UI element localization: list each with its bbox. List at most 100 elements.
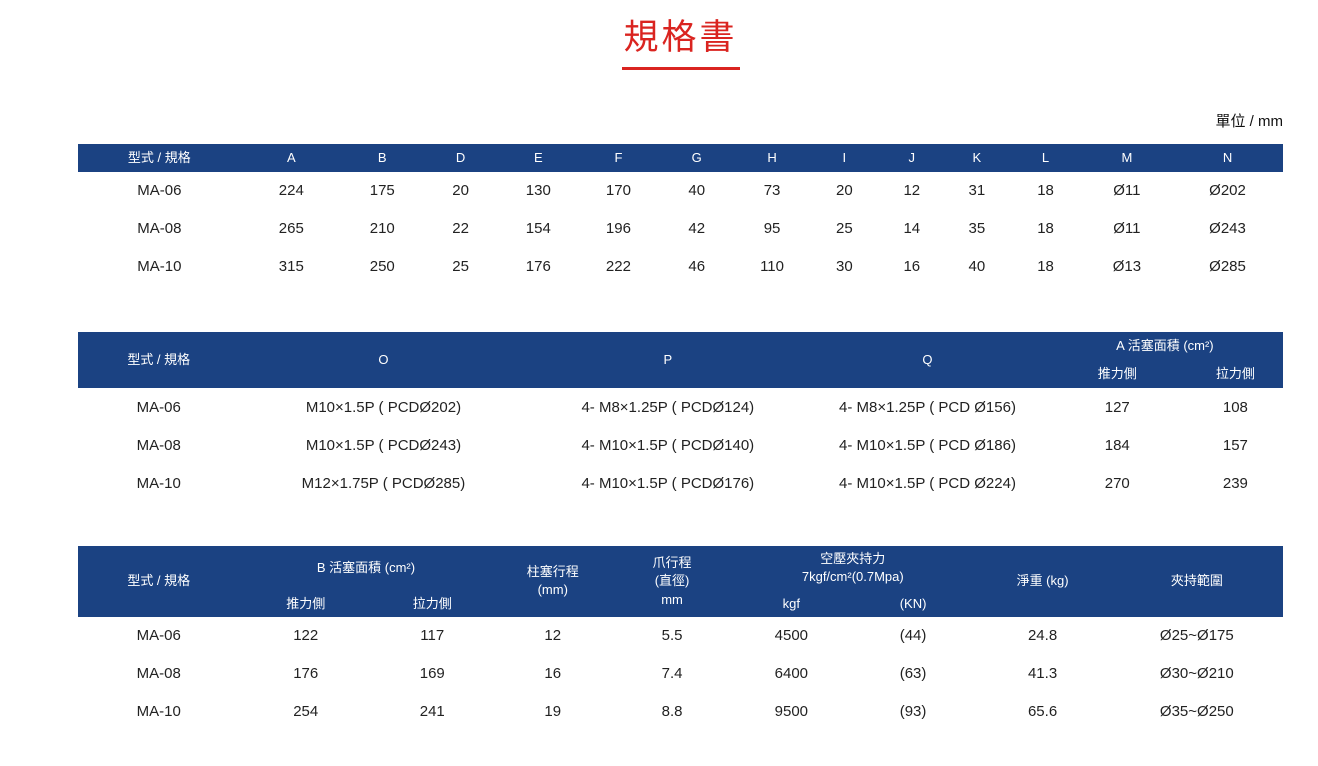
value-cell: 41.3 (974, 654, 1111, 693)
value-cell: 20 (422, 171, 499, 210)
table-row: MA-08 176 169 16 7.4 6400 (63) 41.3 Ø30~Ø210 (78, 654, 1283, 693)
value-cell: 222 (578, 247, 659, 286)
value-cell: 31 (944, 171, 1010, 210)
value-cell: 239 (1187, 464, 1283, 503)
spec-sheet-page: 規格書 單位 / mm 型式 / 規格 A B D E F G H I J K L M N MA-06 22… (78, 16, 1284, 731)
value-cell: 184 (1046, 426, 1188, 465)
value-cell: 16 (879, 247, 945, 286)
column-header: O (239, 331, 528, 389)
column-header: 拉力側 (372, 590, 493, 617)
column-header: F (578, 143, 659, 172)
column-header: 型式 / 規格 (78, 143, 241, 172)
value-cell: 18 (1009, 209, 1082, 248)
value-cell: 73 (734, 171, 810, 210)
value-cell: Ø11 (1081, 209, 1173, 248)
page-title: 規格書 (623, 18, 738, 57)
unit-label: 單位 / mm (1215, 112, 1284, 130)
value-cell: 19 (492, 692, 614, 731)
value-cell: 224 (240, 171, 342, 210)
value-cell: 18 (1009, 247, 1082, 286)
title-wrap: 規格書 (78, 16, 1283, 70)
value-cell: (93) (851, 692, 975, 731)
column-header: 夾持範圍 (1110, 546, 1283, 617)
value-cell: 24.8 (974, 616, 1111, 655)
performance-table-header: 型式 / 規格 B 活塞面積 (cm²) 柱塞行程 (mm) 爪行程 (直徑) mm 空… (78, 546, 1283, 617)
column-header: 爪行程 (直徑) mm (613, 546, 732, 617)
column-header: Q (808, 331, 1047, 389)
value-cell: 241 (372, 692, 493, 731)
column-header: (KN) (851, 590, 975, 617)
value-cell: 42 (658, 209, 735, 248)
value-cell: 65.6 (974, 692, 1111, 731)
model-cell: MA-06 (78, 388, 240, 427)
value-cell: Ø285 (1172, 247, 1283, 286)
value-cell: 4- M8×1.25P ( PCDØ124) (527, 388, 809, 427)
column-header: E (498, 143, 579, 172)
value-cell: 46 (658, 247, 735, 286)
value-cell: 117 (372, 616, 493, 655)
value-cell: Ø202 (1172, 171, 1283, 210)
value-cell: 20 (809, 171, 880, 210)
thread-spec-table: 型式 / 規格 O P Q A 活塞面積 (cm²) 推力側 拉力側 MA-06 M10×1.… (78, 331, 1283, 503)
column-header: K (944, 143, 1010, 172)
value-cell: 176 (498, 247, 579, 286)
column-header: N (1172, 143, 1283, 172)
column-header: J (879, 143, 945, 172)
column-header: L (1009, 143, 1082, 172)
column-header: M (1081, 143, 1173, 172)
value-cell: 95 (734, 209, 810, 248)
performance-table: 型式 / 規格 B 活塞面積 (cm²) 柱塞行程 (mm) 爪行程 (直徑) mm 空… (78, 546, 1283, 731)
value-cell: 4- M10×1.5P ( PCDØ140) (527, 426, 809, 465)
value-cell: Ø11 (1081, 171, 1173, 210)
value-cell: Ø30~Ø210 (1110, 654, 1283, 693)
value-cell: 270 (1046, 464, 1188, 503)
value-cell: 40 (658, 171, 735, 210)
column-header: kgf (731, 590, 852, 617)
value-cell: 6400 (731, 654, 852, 693)
column-header: D (422, 143, 499, 172)
value-cell: 196 (578, 209, 659, 248)
value-cell: 4- M10×1.5P ( PCDØ176) (527, 464, 809, 503)
value-cell: 5.5 (613, 616, 732, 655)
dimensions-table-body: MA-06 224 175 20 130 170 40 73 20 12 31 18 Ø11 Ø202 MA… (78, 171, 1283, 286)
model-cell: MA-08 (78, 209, 241, 248)
header-row: 推力側 拉力側 (78, 359, 1283, 389)
value-cell: 30 (809, 247, 880, 286)
dimensions-table-header: 型式 / 規格 A B D E F G H I J K L M N (78, 143, 1283, 172)
value-cell: (63) (851, 654, 975, 693)
value-cell: 22 (422, 209, 499, 248)
value-cell: M12×1.75P ( PCDØ285) (239, 464, 528, 503)
model-cell: MA-06 (78, 171, 241, 210)
value-cell: 127 (1046, 388, 1188, 427)
column-header: H (734, 143, 810, 172)
column-header: G (658, 143, 735, 172)
value-cell: M10×1.5P ( PCDØ243) (239, 426, 528, 465)
column-header: B 活塞面積 (cm²) (239, 546, 493, 591)
thread-spec-table-header: 型式 / 規格 O P Q A 活塞面積 (cm²) 推力側 拉力側 (78, 331, 1283, 389)
value-cell: 12 (879, 171, 945, 210)
value-cell: Ø13 (1081, 247, 1173, 286)
value-cell: 4500 (731, 616, 852, 655)
column-header: 拉力側 (1187, 359, 1283, 389)
value-cell: 254 (239, 692, 373, 731)
column-header: 空壓夾持力 7kgf/cm²(0.7Mpa) (731, 546, 975, 591)
value-cell: M10×1.5P ( PCDØ202) (239, 388, 528, 427)
value-cell: 4- M10×1.5P ( PCD Ø224) (808, 464, 1047, 503)
column-header: A 活塞面積 (cm²) (1046, 331, 1283, 360)
value-cell: 25 (422, 247, 499, 286)
value-cell: 265 (240, 209, 342, 248)
column-header: P (527, 331, 809, 389)
model-cell: MA-08 (78, 426, 240, 465)
value-cell: 4- M8×1.25P ( PCD Ø156) (808, 388, 1047, 427)
header-row: 型式 / 規格 O P Q A 活塞面積 (cm²) (78, 331, 1283, 389)
value-cell: 35 (944, 209, 1010, 248)
value-cell: Ø35~Ø250 (1110, 692, 1283, 731)
column-header: I (809, 143, 880, 172)
value-cell: 108 (1187, 388, 1283, 427)
column-header: A (240, 143, 342, 172)
value-cell: 14 (879, 209, 945, 248)
title-underline (621, 66, 740, 70)
dimensions-table: 型式 / 規格 A B D E F G H I J K L M N MA-06 224 175 20 130 170… (78, 143, 1283, 286)
table-row: MA-08 265 210 22 154 196 42 95 25 14 35 18 Ø11 Ø243 (78, 209, 1283, 248)
model-cell: MA-10 (78, 464, 240, 503)
